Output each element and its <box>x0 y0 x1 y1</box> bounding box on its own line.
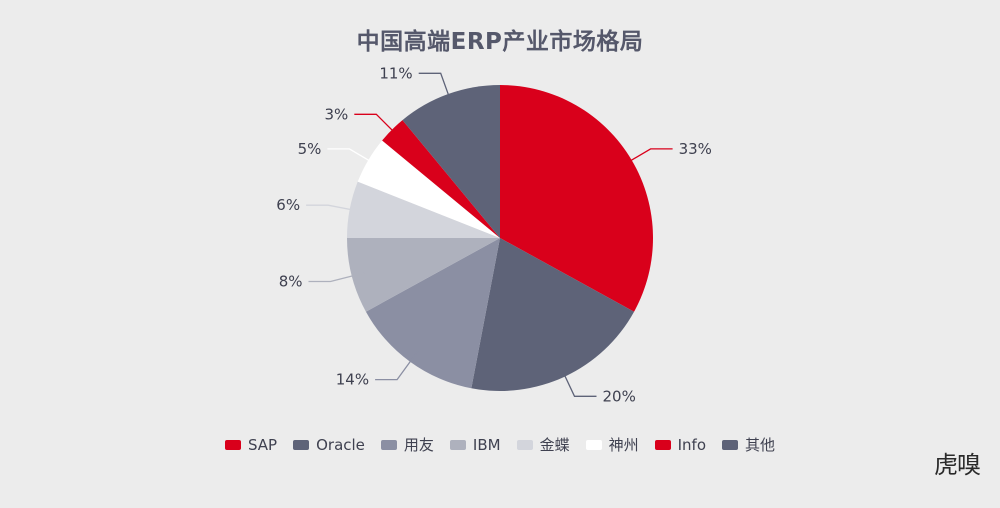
legend-label: 金蝶 <box>539 436 570 454</box>
data-label-神州: 5% <box>298 140 322 158</box>
pie-slice-金蝶 <box>347 181 500 238</box>
leader-lines <box>306 72 673 397</box>
leader-line-Info <box>354 113 403 141</box>
legend-item-IBM: IBM <box>449 435 501 454</box>
legend-label: 用友 <box>403 436 434 454</box>
leader-line-SAP <box>619 148 673 168</box>
chart-legend: SAP Oracle 用友 IBM 金蝶 神州 Info 其他 <box>0 434 1000 455</box>
legend-item-金蝶: 金蝶 <box>516 434 570 455</box>
legend-item-Info: Info <box>654 435 706 454</box>
data-label-Info: 3% <box>325 105 349 123</box>
legend-swatch <box>380 439 397 450</box>
legend-swatch <box>293 439 310 450</box>
leader-line-金蝶 <box>306 204 364 213</box>
legend-swatch <box>654 439 671 450</box>
legend-item-用友: 用友 <box>380 434 434 455</box>
data-label-其他: 11% <box>379 64 412 82</box>
legend-item-Oracle: Oracle <box>293 436 365 454</box>
leader-line-IBM <box>308 271 366 283</box>
chart-title: 中国高端ERP产业市场格局 <box>356 29 644 55</box>
pie-slice-用友 <box>365 238 500 389</box>
pie-slice-IBM <box>347 238 500 312</box>
legend-label: SAP <box>247 435 278 454</box>
watermark-logo: 虎嗅 <box>934 451 981 479</box>
pie-slice-其他 <box>402 85 500 238</box>
legend-label: 神州 <box>608 436 639 454</box>
leader-line-Oracle <box>558 363 597 397</box>
data-label-IBM: 8% <box>279 273 303 291</box>
legend-label: Oracle <box>316 435 365 454</box>
pie-slice-Oracle <box>471 238 635 391</box>
legend-label: IBM <box>472 435 501 454</box>
leader-line-用友 <box>375 350 419 381</box>
legend-label: Info <box>677 435 706 454</box>
data-label-Oracle: 20% <box>603 387 636 405</box>
data-label-SAP: 33% <box>679 140 712 158</box>
legend-swatch <box>722 439 738 450</box>
legend-swatch <box>585 439 602 450</box>
legend-item-SAP: SAP <box>224 435 278 454</box>
pie-slice-SAP <box>500 85 653 312</box>
legend-swatch <box>516 439 533 450</box>
legend-item-其他: 其他 <box>722 434 775 455</box>
legend-swatch <box>449 439 466 450</box>
data-labels: 33% 20% 14% 8% 6% 5%3% 11% <box>276 64 712 405</box>
leader-line-神州 <box>327 148 381 168</box>
data-label-金蝶: 6% <box>276 196 300 214</box>
legend-item-神州: 神州 <box>585 434 639 455</box>
data-label-用友: 14% <box>336 371 369 389</box>
pie-slice-神州 <box>357 140 500 238</box>
legend-label: 其他 <box>745 436 776 454</box>
pie-slice-Info <box>382 120 500 238</box>
pie-slices <box>347 85 653 391</box>
leader-line-其他 <box>418 72 454 108</box>
legend-swatch <box>224 439 241 450</box>
